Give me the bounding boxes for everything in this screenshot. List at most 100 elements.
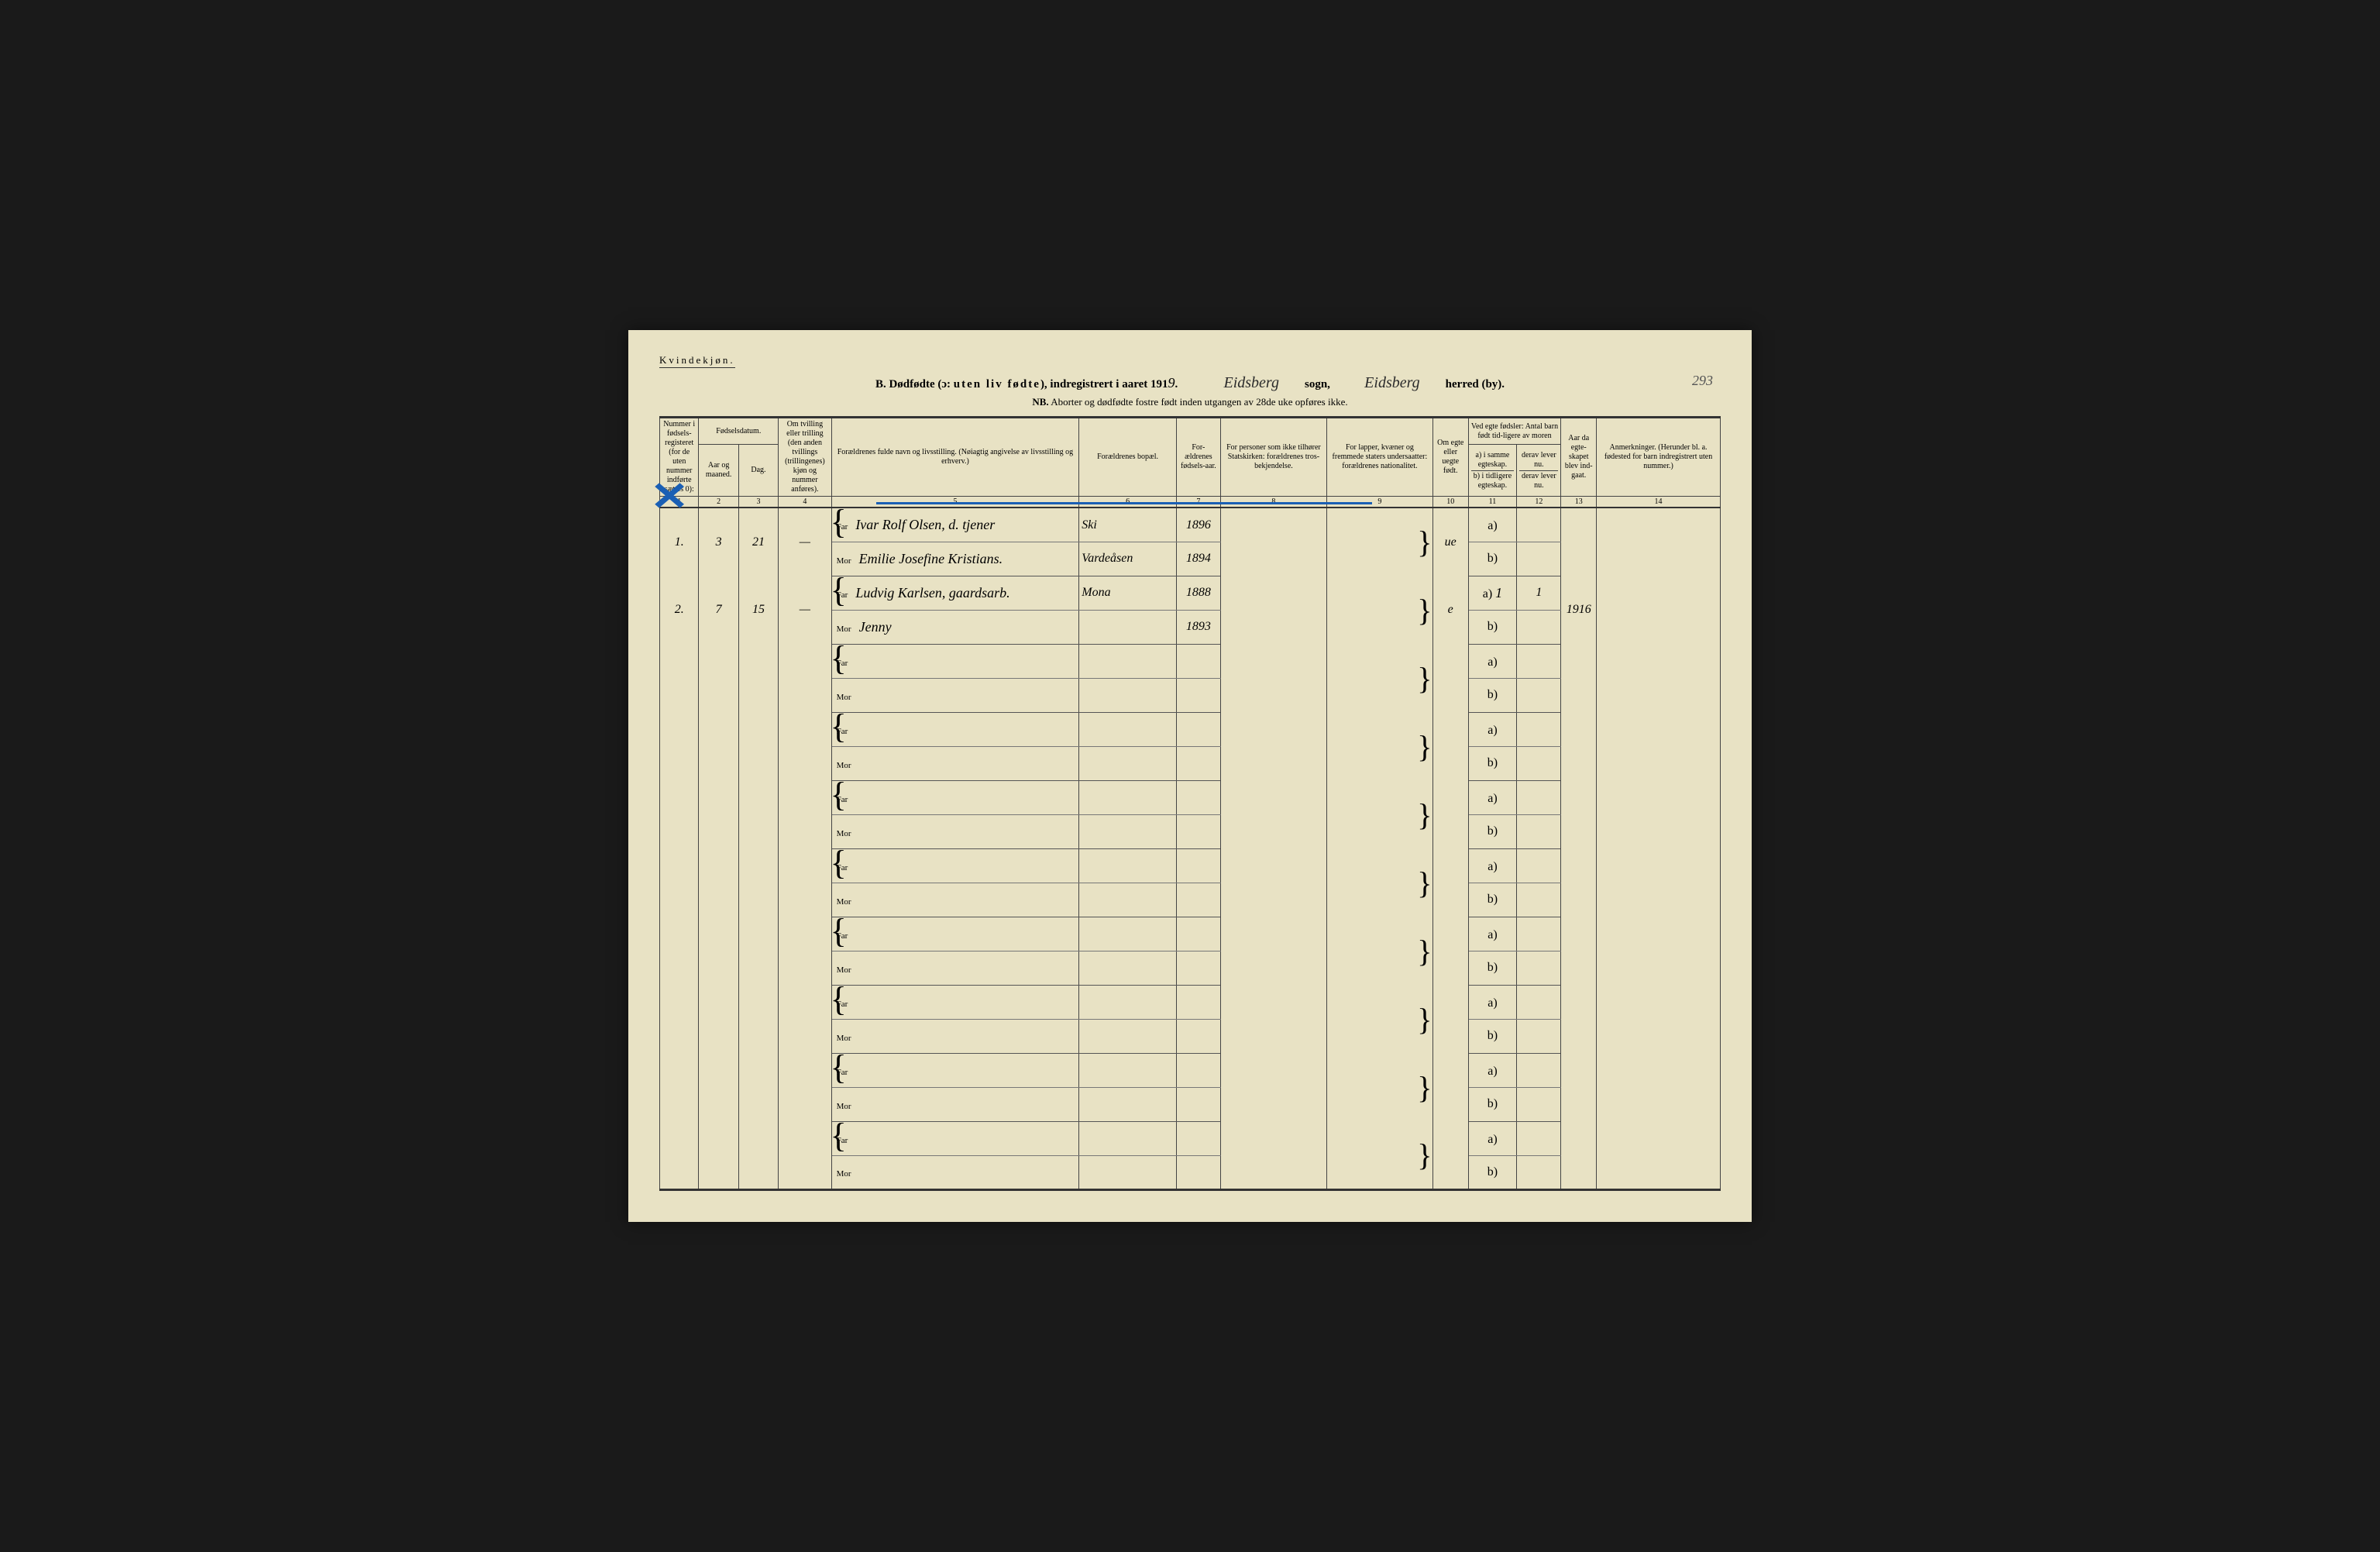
cell-mor-name: Mor — [831, 883, 1079, 917]
mor-label: Mor — [837, 1169, 851, 1179]
brace-right-icon: } — [1417, 729, 1432, 764]
cell-nation: } — [1326, 644, 1432, 712]
cell-11b: b) — [1468, 542, 1517, 576]
cell-11a: a) — [1468, 985, 1517, 1019]
cell-far-year: 1888 — [1176, 576, 1220, 610]
cell-day — [738, 712, 778, 780]
cell-14 — [1597, 1121, 1721, 1189]
cell-religion — [1220, 848, 1326, 917]
cell-twin: — — [779, 576, 831, 644]
cell-day — [738, 848, 778, 917]
far-name-value: Ivar Rolf Olsen, d. tjener — [855, 517, 995, 532]
cell-11a: a) 1 — [1468, 576, 1517, 610]
cell-day — [738, 644, 778, 712]
cell-far-name: { Far — [831, 1053, 1079, 1087]
brace-icon: { — [831, 1051, 847, 1085]
cell-religion — [1220, 1053, 1326, 1121]
cell-nation: } — [1326, 508, 1432, 576]
herred-value: Eidsberg — [1342, 374, 1443, 393]
cell-mor-name: Mor — [831, 1155, 1079, 1189]
cell-month — [699, 985, 738, 1053]
cell-11a: a) — [1468, 917, 1517, 951]
brace-right-icon: } — [1417, 797, 1432, 832]
cell-mor-place: Vardeåsen — [1079, 542, 1177, 576]
title-spaced: uten liv fødte — [954, 378, 1040, 391]
table-row: { Far } a) — [660, 917, 1721, 951]
cell-mor-place — [1079, 746, 1177, 780]
cell-legit — [1432, 848, 1468, 917]
cell-13 — [1561, 985, 1597, 1053]
mor-name-value: Emilie Josefine Kristians. — [859, 551, 1003, 566]
cell-mor-place — [1079, 1087, 1177, 1121]
cell-day: 15 — [738, 576, 778, 644]
brace-right-icon: } — [1417, 865, 1432, 900]
brace-icon: { — [831, 982, 847, 1017]
cell-month: 7 — [699, 576, 738, 644]
cell-far-place — [1079, 848, 1177, 883]
cell-12a — [1517, 644, 1561, 678]
cell-day — [738, 1053, 778, 1121]
cell-far-name: { Far — [831, 917, 1079, 951]
cell-11a: a) — [1468, 508, 1517, 542]
header-col7: For-ældrenes fødsels-aar. — [1176, 418, 1220, 497]
cell-14 — [1597, 712, 1721, 780]
cell-far-year — [1176, 644, 1220, 678]
cell-religion — [1220, 644, 1326, 712]
cell-num — [660, 644, 699, 712]
cell-11b: b) — [1468, 814, 1517, 848]
mor-label: Mor — [837, 897, 851, 907]
colnum: 14 — [1597, 497, 1721, 508]
cell-month: 3 — [699, 508, 738, 576]
table-row: { Far } a) — [660, 848, 1721, 883]
cell-nation: } — [1326, 985, 1432, 1053]
title-suffix: ), indregistrert i aaret 191 — [1040, 378, 1168, 391]
cell-12b — [1517, 678, 1561, 712]
table-row: { Far } a) — [660, 1121, 1721, 1155]
cell-mor-place — [1079, 610, 1177, 644]
brace-icon: { — [831, 642, 847, 676]
mor-name-value: Jenny — [859, 619, 892, 635]
table-row: { Far } a) — [660, 644, 1721, 678]
cell-legit — [1432, 1053, 1468, 1121]
cell-mor-year — [1176, 883, 1220, 917]
header-col9: For lapper, kvæner og fremmede staters u… — [1326, 418, 1432, 497]
cell-12b — [1517, 746, 1561, 780]
cell-twin: — — [779, 508, 831, 576]
cell-day — [738, 985, 778, 1053]
cell-far-place — [1079, 1121, 1177, 1155]
mor-label: Mor — [837, 556, 851, 566]
brace-icon: { — [831, 573, 847, 607]
cell-14 — [1597, 508, 1721, 576]
cell-mor-name: Mor — [831, 951, 1079, 985]
cell-religion — [1220, 917, 1326, 985]
sogn-value: Eidsberg — [1201, 374, 1302, 393]
cell-13 — [1561, 508, 1597, 576]
cell-far-year — [1176, 985, 1220, 1019]
cell-12a — [1517, 848, 1561, 883]
cell-legit: ue — [1432, 508, 1468, 576]
cell-nation: } — [1326, 712, 1432, 780]
cell-12a — [1517, 917, 1561, 951]
cell-14 — [1597, 917, 1721, 985]
cell-far-place: Ski — [1079, 508, 1177, 542]
cell-num — [660, 1121, 699, 1189]
cell-14 — [1597, 1053, 1721, 1121]
cell-far-year: 1896 — [1176, 508, 1220, 542]
cell-mor-year: 1894 — [1176, 542, 1220, 576]
nb-line: NB. Aborter og dødfødte fostre født inde… — [659, 396, 1721, 408]
header-col3: Dag. — [738, 445, 778, 497]
cell-13: 1916 — [1561, 576, 1597, 644]
cell-far-year — [1176, 1053, 1220, 1087]
cell-far-year — [1176, 712, 1220, 746]
brace-right-icon: } — [1417, 661, 1432, 696]
colnum: 4 — [779, 497, 831, 508]
colnum: 11 — [1468, 497, 1517, 508]
mor-label: Mor — [837, 965, 851, 975]
cell-12a: 1 — [1517, 576, 1561, 610]
cell-far-name: { Far — [831, 780, 1079, 814]
cell-month — [699, 917, 738, 985]
cell-mor-year — [1176, 1155, 1220, 1189]
table-row: { Far } a) — [660, 712, 1721, 746]
cell-far-place — [1079, 917, 1177, 951]
cell-12b — [1517, 1155, 1561, 1189]
